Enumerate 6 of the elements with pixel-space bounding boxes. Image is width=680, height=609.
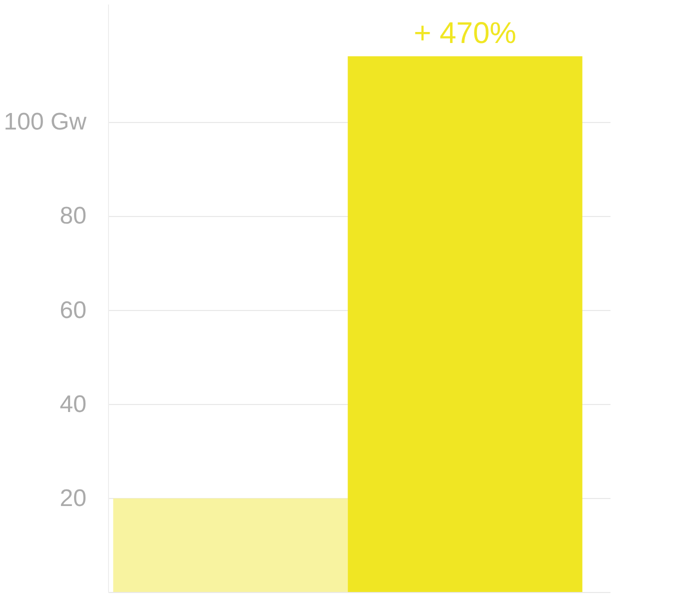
y-tick-label: 100 Gw bbox=[4, 108, 88, 136]
y-tick-label: 40 bbox=[60, 390, 87, 418]
annotation: + 470% bbox=[414, 17, 516, 50]
y-tick-label: 80 bbox=[60, 202, 87, 230]
y-tick-label: 20 bbox=[60, 484, 87, 512]
y-tick-label: 60 bbox=[60, 296, 87, 324]
